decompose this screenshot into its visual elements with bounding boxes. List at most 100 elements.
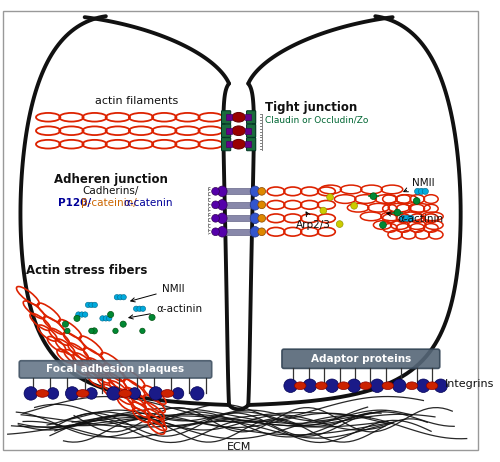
Circle shape bbox=[320, 207, 326, 214]
Ellipse shape bbox=[250, 213, 260, 224]
Circle shape bbox=[140, 328, 145, 334]
Ellipse shape bbox=[406, 382, 417, 389]
FancyBboxPatch shape bbox=[246, 138, 256, 151]
Ellipse shape bbox=[218, 226, 227, 237]
Text: Cadherins/: Cadherins/ bbox=[82, 186, 139, 196]
Circle shape bbox=[172, 388, 184, 399]
FancyBboxPatch shape bbox=[246, 111, 256, 124]
Ellipse shape bbox=[338, 382, 349, 389]
Circle shape bbox=[418, 188, 424, 195]
Circle shape bbox=[212, 201, 220, 209]
Circle shape bbox=[88, 328, 94, 334]
Text: β-cateinin/: β-cateinin/ bbox=[81, 198, 136, 208]
Circle shape bbox=[325, 379, 338, 393]
Ellipse shape bbox=[232, 112, 245, 122]
Circle shape bbox=[120, 321, 126, 327]
FancyBboxPatch shape bbox=[224, 188, 253, 194]
Ellipse shape bbox=[250, 186, 260, 197]
Ellipse shape bbox=[426, 382, 438, 389]
Circle shape bbox=[129, 388, 140, 399]
Ellipse shape bbox=[218, 186, 227, 197]
FancyBboxPatch shape bbox=[246, 128, 251, 134]
Circle shape bbox=[24, 387, 38, 400]
FancyBboxPatch shape bbox=[226, 141, 232, 147]
Circle shape bbox=[134, 306, 139, 311]
Text: Adheren junction: Adheren junction bbox=[54, 173, 168, 186]
Ellipse shape bbox=[250, 226, 260, 237]
FancyBboxPatch shape bbox=[246, 141, 251, 147]
Circle shape bbox=[137, 306, 142, 311]
FancyBboxPatch shape bbox=[246, 124, 256, 137]
Circle shape bbox=[284, 379, 298, 393]
FancyBboxPatch shape bbox=[224, 202, 253, 208]
Text: α-catenin: α-catenin bbox=[123, 198, 172, 208]
Ellipse shape bbox=[161, 389, 173, 397]
Ellipse shape bbox=[382, 382, 394, 389]
Circle shape bbox=[326, 194, 334, 201]
FancyBboxPatch shape bbox=[222, 111, 231, 124]
Ellipse shape bbox=[76, 389, 89, 397]
Text: actin filaments: actin filaments bbox=[95, 96, 178, 106]
FancyBboxPatch shape bbox=[224, 229, 253, 235]
Circle shape bbox=[400, 215, 406, 221]
Circle shape bbox=[414, 198, 420, 204]
Text: NMII: NMII bbox=[404, 177, 434, 192]
Circle shape bbox=[336, 221, 343, 227]
Text: Arp2/3: Arp2/3 bbox=[296, 212, 332, 230]
Circle shape bbox=[258, 214, 266, 222]
Circle shape bbox=[86, 388, 97, 399]
FancyBboxPatch shape bbox=[19, 361, 212, 378]
FancyBboxPatch shape bbox=[226, 128, 232, 134]
Circle shape bbox=[212, 214, 220, 222]
Circle shape bbox=[74, 315, 80, 322]
FancyBboxPatch shape bbox=[222, 124, 231, 137]
Text: Tight junction: Tight junction bbox=[264, 101, 357, 114]
Ellipse shape bbox=[294, 382, 306, 389]
Circle shape bbox=[64, 328, 70, 334]
Circle shape bbox=[392, 379, 406, 393]
Circle shape bbox=[258, 228, 266, 236]
Text: Claudin or Occludin/Zo: Claudin or Occludin/Zo bbox=[264, 116, 368, 125]
Ellipse shape bbox=[316, 382, 327, 389]
Ellipse shape bbox=[218, 200, 227, 210]
Circle shape bbox=[92, 302, 98, 308]
Circle shape bbox=[408, 215, 414, 221]
Circle shape bbox=[103, 316, 108, 321]
Text: ECM: ECM bbox=[226, 442, 251, 452]
Circle shape bbox=[380, 222, 386, 228]
Circle shape bbox=[350, 202, 358, 209]
Ellipse shape bbox=[36, 389, 48, 397]
Circle shape bbox=[404, 215, 410, 221]
Text: α-actinin: α-actinin bbox=[129, 304, 202, 319]
Circle shape bbox=[47, 388, 58, 399]
Text: Adaptor proteins: Adaptor proteins bbox=[310, 354, 411, 364]
FancyBboxPatch shape bbox=[282, 349, 440, 368]
FancyBboxPatch shape bbox=[246, 115, 251, 120]
Circle shape bbox=[66, 387, 79, 400]
FancyBboxPatch shape bbox=[222, 138, 231, 151]
Circle shape bbox=[370, 379, 384, 393]
Circle shape bbox=[212, 188, 220, 195]
Circle shape bbox=[140, 306, 145, 311]
Circle shape bbox=[79, 312, 84, 317]
Text: α-actinin: α-actinin bbox=[387, 212, 444, 224]
Circle shape bbox=[416, 379, 430, 393]
Circle shape bbox=[114, 294, 119, 300]
Text: Actin stress fibers: Actin stress fibers bbox=[26, 264, 148, 277]
Text: Integrins: Integrins bbox=[444, 379, 494, 389]
Circle shape bbox=[434, 379, 448, 393]
Circle shape bbox=[422, 188, 428, 195]
Circle shape bbox=[414, 188, 420, 195]
Circle shape bbox=[190, 387, 204, 400]
Circle shape bbox=[212, 228, 220, 236]
Ellipse shape bbox=[232, 126, 245, 135]
Circle shape bbox=[91, 328, 98, 334]
Circle shape bbox=[106, 316, 112, 321]
Circle shape bbox=[62, 321, 68, 327]
Circle shape bbox=[303, 379, 316, 393]
Circle shape bbox=[82, 312, 88, 317]
Ellipse shape bbox=[218, 213, 227, 224]
Circle shape bbox=[88, 302, 94, 308]
Circle shape bbox=[121, 294, 126, 300]
Circle shape bbox=[100, 316, 105, 321]
